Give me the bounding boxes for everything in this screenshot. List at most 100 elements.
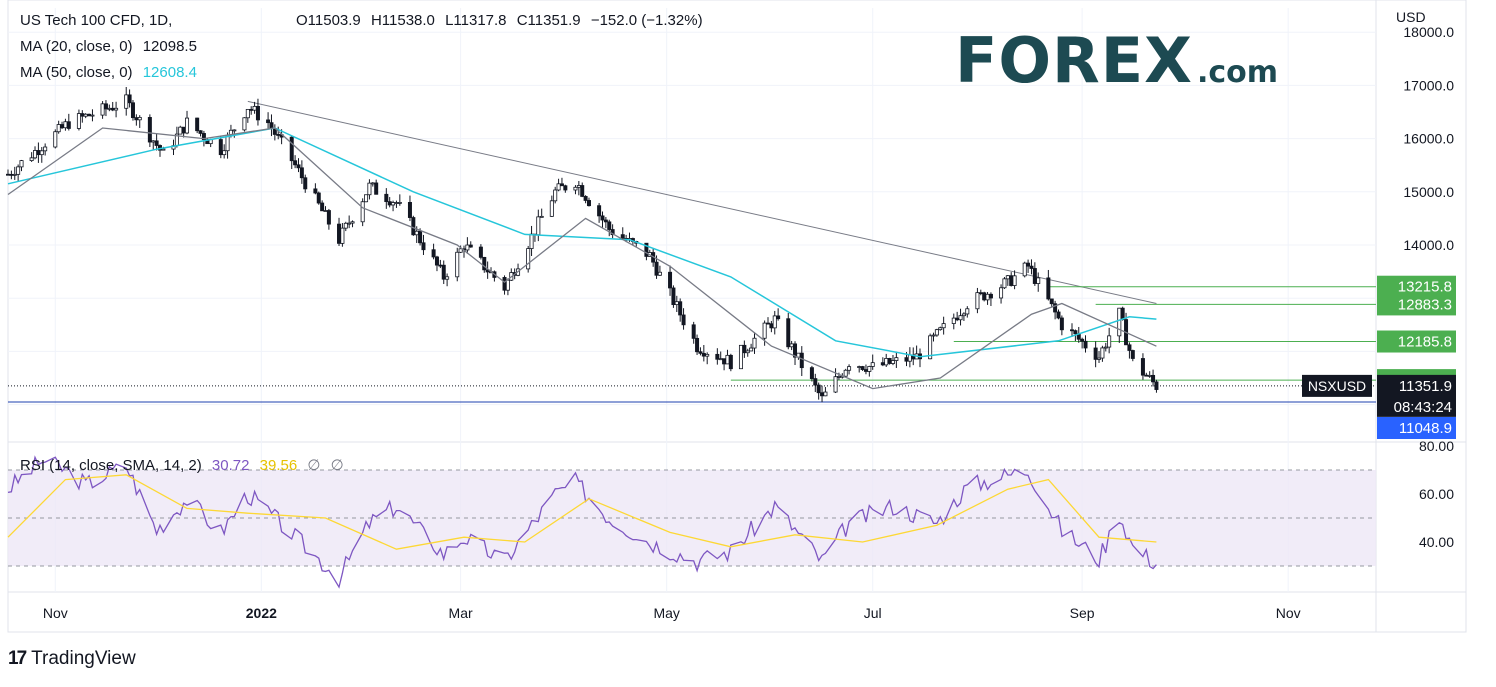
symbol-badge-label: NSXUSD: [1308, 378, 1366, 394]
candle-body: [185, 117, 190, 134]
candle-body: [367, 182, 372, 196]
candle-body: [12, 173, 17, 176]
candle-body: [434, 256, 439, 266]
ma20-legend[interactable]: MA (20, close, 0) 12098.5: [20, 38, 197, 55]
candle-body: [60, 124, 65, 129]
candle-body: [559, 183, 564, 187]
candle-body: [326, 210, 331, 225]
tradingview-logo-icon: 17: [8, 648, 27, 669]
forex-logo: FOREX .com: [955, 24, 1278, 97]
candle-body: [705, 353, 710, 357]
candle-body: [468, 244, 473, 248]
price-tick-label: 16000.0: [1403, 131, 1454, 147]
candle-body: [1005, 275, 1010, 280]
candle-body: [1029, 265, 1034, 269]
candle-body: [1073, 330, 1078, 335]
candle-body: [1009, 275, 1014, 286]
candle-body: [766, 322, 771, 325]
ma20-label: MA (20, close, 0): [20, 38, 133, 55]
candle-body: [745, 350, 750, 354]
candle-body: [394, 202, 399, 204]
candle-body: [536, 216, 541, 236]
candle-body: [33, 150, 38, 159]
candle-body: [364, 194, 369, 203]
candle-body: [458, 248, 463, 253]
support-badge: [1377, 417, 1456, 439]
symbol-badge: [1302, 374, 1372, 397]
ma50-legend[interactable]: MA (50, close, 0) 12608.4: [20, 64, 197, 81]
ma20-value: 12098.5: [142, 38, 197, 55]
candle-body: [586, 200, 591, 207]
candle-body: [39, 150, 44, 156]
candle-body: [603, 219, 608, 223]
tradingview-brand[interactable]: 17 TradingView: [8, 648, 136, 670]
candle-body: [563, 185, 568, 191]
candle-body: [789, 343, 794, 348]
candle-body: [1049, 298, 1054, 305]
candle-body: [1046, 277, 1051, 300]
candle-body: [110, 107, 115, 111]
candle-body: [66, 121, 71, 129]
ma50-value: 12608.4: [142, 64, 197, 81]
candle-body: [863, 369, 868, 372]
current-price-label: 11351.9: [1399, 378, 1452, 395]
time-tick-label: Jul: [864, 605, 882, 621]
tradingview-label: TradingView: [31, 648, 136, 669]
candle-body: [276, 134, 281, 136]
trendline: [247, 100, 1157, 305]
candle-body: [445, 276, 450, 280]
candle-body: [718, 358, 723, 361]
candle-body: [374, 182, 379, 195]
candle-body: [1036, 277, 1041, 284]
candle-body: [124, 94, 129, 109]
candle-body: [249, 108, 254, 111]
ma20-line: [7, 127, 1157, 390]
candle-body: [860, 366, 865, 370]
candle-body: [455, 251, 460, 278]
candle-body: [867, 366, 872, 372]
candle-body: [762, 322, 767, 339]
candle-body: [296, 164, 301, 169]
countdown-label: 08:43:24: [1394, 399, 1452, 416]
candle-body: [421, 242, 426, 251]
time-tick-label: Sep: [1070, 605, 1095, 621]
candle-body: [397, 202, 402, 204]
candle-body: [1100, 347, 1105, 359]
candle-body: [441, 264, 446, 280]
candle-body: [1154, 381, 1159, 390]
rsi-legend[interactable]: RSI (14, close, SMA, 14, 2) 30.72 39.56 …: [20, 456, 350, 474]
candle-body: [880, 362, 885, 366]
candle-body: [833, 376, 838, 393]
candle-body: [411, 217, 416, 236]
time-tick-label: Nov: [43, 605, 68, 621]
rsi-tick-label: 40.00: [1419, 534, 1454, 550]
candle-body: [137, 117, 142, 121]
candle-body: [218, 139, 223, 156]
symbol-label[interactable]: US Tech 100 CFD, 1D,: [20, 12, 173, 29]
candle-body: [671, 287, 676, 306]
currency-label: USD: [1396, 9, 1426, 25]
ma50-line: [7, 127, 1157, 358]
candle-body: [19, 160, 24, 168]
candle-body: [958, 315, 963, 321]
candle-body: [29, 157, 34, 162]
candle-body: [823, 391, 828, 397]
candle-body: [985, 293, 990, 301]
level-label: 13215.8: [1398, 279, 1452, 296]
level-badge: [1377, 330, 1456, 353]
candle-body: [701, 352, 706, 357]
time-tick-label: 2022: [246, 605, 277, 621]
candle-body: [1107, 335, 1112, 348]
candle-body: [245, 108, 250, 119]
candle-body: [370, 182, 375, 185]
candle-body: [482, 256, 487, 271]
candle-body: [813, 378, 818, 386]
candle-body: [607, 221, 612, 230]
candle-body: [161, 148, 166, 151]
symbol-legend: US Tech 100 CFD, 1D,: [20, 12, 172, 29]
candle-body: [556, 183, 561, 191]
candle-body: [938, 327, 943, 331]
candle-body: [890, 360, 895, 364]
candle-body: [151, 140, 156, 143]
candle-body: [87, 113, 92, 117]
